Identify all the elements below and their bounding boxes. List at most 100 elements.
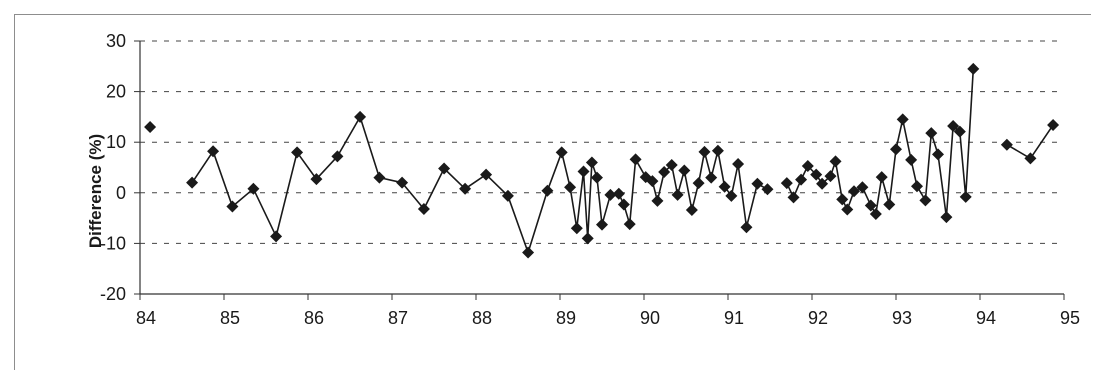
data-point-marker bbox=[810, 168, 823, 181]
x-tick-label: 87 bbox=[388, 308, 408, 328]
data-point-marker bbox=[623, 218, 636, 231]
data-point-marker bbox=[354, 110, 367, 123]
data-point-marker bbox=[480, 168, 493, 181]
y-tick-label: 20 bbox=[106, 82, 126, 102]
x-tick-label: 91 bbox=[724, 308, 744, 328]
data-point-marker bbox=[438, 162, 451, 175]
x-tick-label: 85 bbox=[220, 308, 240, 328]
series-layer bbox=[191, 68, 1054, 254]
data-point-marker bbox=[905, 153, 918, 166]
data-point-marker bbox=[940, 211, 953, 224]
data-point-marker bbox=[604, 188, 617, 201]
data-point-marker bbox=[207, 145, 220, 158]
data-point-marker bbox=[226, 200, 239, 213]
data-point-marker bbox=[612, 187, 625, 200]
data-point-marker bbox=[585, 156, 598, 169]
data-point-marker bbox=[331, 150, 344, 163]
x-tick-label: 93 bbox=[892, 308, 912, 328]
data-point-marker bbox=[911, 180, 923, 193]
data-point-marker bbox=[617, 198, 630, 211]
data-point-marker bbox=[824, 170, 837, 183]
data-point-marker bbox=[678, 164, 691, 177]
x-tick-label: 90 bbox=[640, 308, 660, 328]
data-point-marker bbox=[864, 199, 877, 212]
y-tick-label: -20 bbox=[100, 284, 126, 304]
data-point-marker bbox=[310, 173, 323, 186]
data-point-marker bbox=[780, 177, 793, 190]
x-tick-label: 94 bbox=[976, 308, 996, 328]
data-point-marker bbox=[801, 159, 814, 172]
data-point-marker bbox=[144, 121, 157, 134]
data-point-marker bbox=[896, 113, 909, 126]
data-point-marker bbox=[740, 221, 753, 234]
y-tick-label: 0 bbox=[116, 183, 126, 203]
data-point-marker bbox=[665, 158, 678, 171]
data-point-marker bbox=[581, 232, 594, 245]
series-line-segment bbox=[191, 116, 768, 254]
data-point-marker bbox=[396, 176, 409, 189]
data-point-marker bbox=[836, 193, 849, 206]
data-point-marker bbox=[751, 177, 764, 190]
data-point-marker bbox=[883, 198, 896, 211]
data-point-marker bbox=[1000, 138, 1013, 151]
data-point-marker bbox=[890, 143, 902, 156]
data-point-marker bbox=[522, 246, 535, 259]
data-point-marker bbox=[186, 176, 199, 189]
data-point-marker bbox=[932, 148, 944, 161]
x-tick-label: 89 bbox=[556, 308, 576, 328]
axis-layer: 30 20 10 0 -10 -20 84 85 86 87 88 89 90 91 92 93 94 95 bbox=[100, 31, 1080, 328]
y-tick-label: 30 bbox=[106, 31, 126, 51]
data-point-marker bbox=[711, 144, 724, 157]
data-point-marker bbox=[373, 171, 386, 184]
data-point-marker bbox=[629, 153, 642, 166]
data-point-marker bbox=[247, 182, 260, 195]
data-point-marker bbox=[646, 175, 659, 188]
data-point-marker bbox=[564, 181, 577, 194]
data-point-marker bbox=[732, 157, 745, 170]
data-point-marker bbox=[541, 184, 554, 197]
data-point-marker bbox=[919, 194, 932, 207]
data-point-marker bbox=[1047, 118, 1060, 131]
data-point-marker bbox=[459, 182, 472, 195]
data-point-marker bbox=[925, 127, 938, 140]
x-tick-label: 95 bbox=[1060, 308, 1080, 328]
data-point-marker bbox=[555, 146, 568, 159]
x-tick-label: 84 bbox=[136, 308, 156, 328]
data-point-marker bbox=[953, 125, 966, 138]
data-point-marker bbox=[685, 204, 698, 217]
data-point-marker bbox=[577, 165, 590, 178]
data-point-marker bbox=[787, 191, 800, 204]
data-point-marker bbox=[856, 181, 869, 194]
data-point-marker bbox=[848, 185, 860, 198]
data-point-marker bbox=[841, 203, 854, 216]
data-point-marker bbox=[705, 171, 718, 184]
data-point-marker bbox=[1024, 152, 1037, 165]
data-point-marker bbox=[671, 188, 684, 201]
data-point-marker bbox=[596, 218, 608, 231]
data-point-marker bbox=[291, 146, 304, 159]
data-point-marker bbox=[570, 222, 583, 235]
chart-frame bbox=[14, 14, 1091, 370]
data-point-marker bbox=[761, 183, 774, 196]
data-point-marker bbox=[658, 166, 671, 179]
data-point-marker bbox=[718, 180, 731, 193]
data-point-marker bbox=[967, 62, 980, 75]
data-point-marker bbox=[651, 194, 664, 207]
y-tick-label: 10 bbox=[106, 132, 126, 152]
x-tick-label: 86 bbox=[304, 308, 324, 328]
series-line-segment bbox=[786, 68, 975, 218]
data-point-marker bbox=[417, 202, 430, 215]
data-point-marker bbox=[795, 173, 808, 186]
y-axis-title: Difference (%) bbox=[86, 134, 105, 248]
data-point-marker bbox=[947, 120, 960, 133]
data-point-marker bbox=[725, 189, 738, 202]
data-point-marker bbox=[875, 171, 888, 184]
y-tick-label: -10 bbox=[100, 233, 126, 253]
data-point-marker bbox=[816, 177, 829, 190]
x-tick-label: 92 bbox=[808, 308, 828, 328]
data-point-marker bbox=[590, 171, 603, 184]
data-point-marker bbox=[869, 208, 882, 221]
grid-layer bbox=[140, 40, 1064, 244]
data-point-marker bbox=[829, 155, 842, 168]
marker-layer bbox=[144, 62, 1060, 259]
